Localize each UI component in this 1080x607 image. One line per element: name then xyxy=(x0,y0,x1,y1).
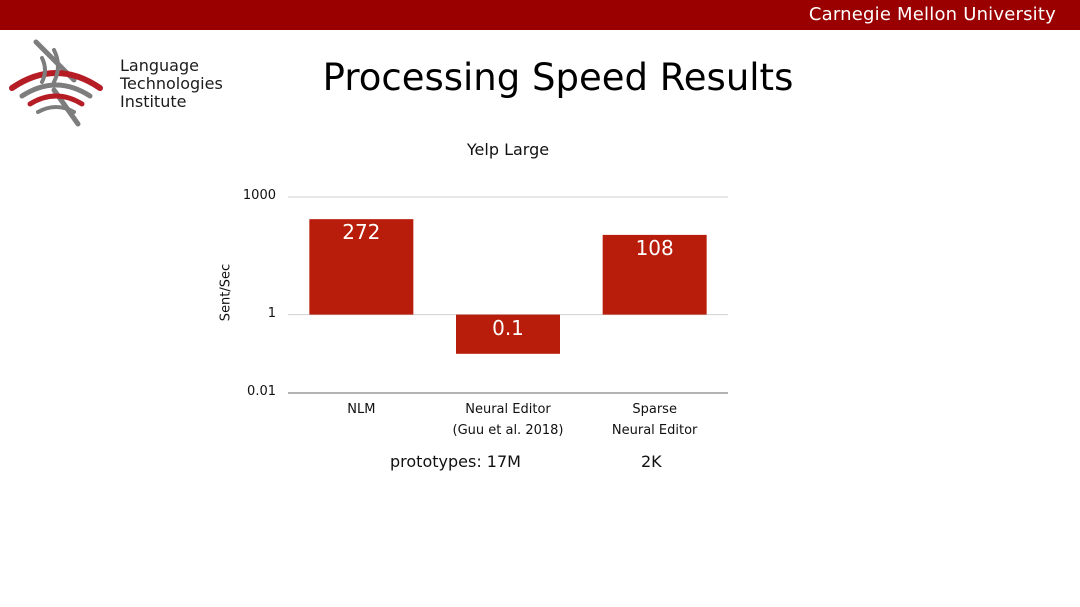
lti-wordmark: Language Technologies Institute xyxy=(120,57,223,111)
prototype-count-neural-editor: prototypes: 17M xyxy=(390,452,521,471)
y-tick-label: 0.01 xyxy=(247,384,276,399)
data-label: 0.1 xyxy=(492,315,524,340)
lti-line-1: Language xyxy=(120,56,199,75)
bar xyxy=(309,219,414,315)
header-bar: Carnegie Mellon University xyxy=(0,0,1080,30)
data-label: 108 xyxy=(635,235,674,260)
university-name: Carnegie Mellon University xyxy=(808,4,1056,25)
prototype-count-sparse-neural-editor: 2K xyxy=(641,452,662,471)
y-tick-label: 1 xyxy=(267,305,276,321)
data-label: 272 xyxy=(342,220,381,245)
chart-title: Yelp Large xyxy=(466,140,550,159)
y-tick-label: 1000 xyxy=(242,188,276,203)
lti-line-3: Institute xyxy=(120,92,187,111)
x-tick-label: NLM xyxy=(347,402,376,417)
y-axis-label: Sent/Sec xyxy=(218,263,234,322)
lti-line-2: Technologies xyxy=(120,74,223,93)
x-tick-label: Sparse Neural Editor xyxy=(611,402,698,438)
lti-logo-icon xyxy=(9,39,103,127)
slide-title: Processing Speed Results xyxy=(322,56,794,99)
x-tick-label: Neural Editor (Guu et al. 2018) xyxy=(452,402,564,438)
bar xyxy=(602,234,707,315)
bar xyxy=(456,314,560,354)
